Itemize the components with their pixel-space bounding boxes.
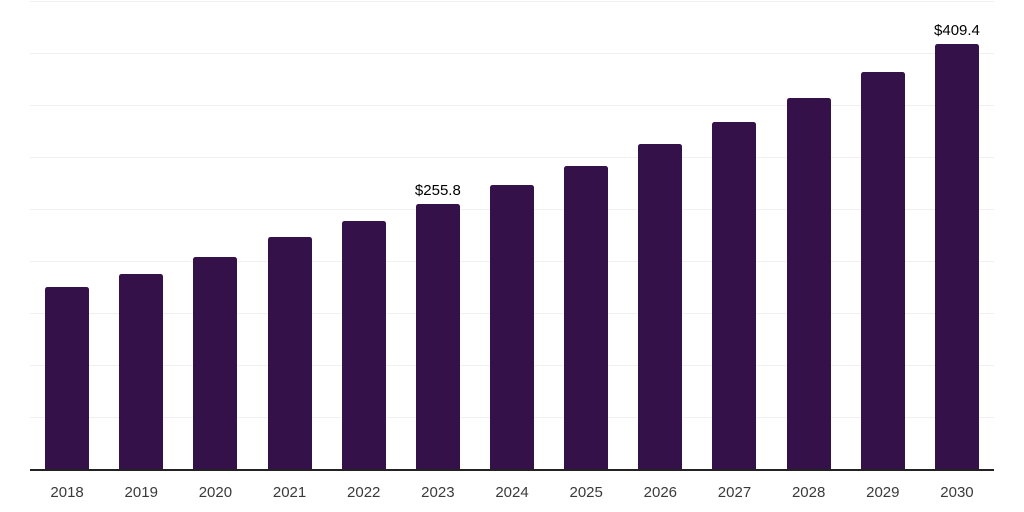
- bar-2025: [564, 165, 609, 470]
- x-axis-tick-label-2029: 2029: [866, 484, 900, 501]
- x-axis-tick-label-2026: 2026: [643, 484, 678, 501]
- gridline-400: [30, 53, 994, 54]
- plot-area: $255.8 $409.4: [30, 0, 994, 470]
- bar-slot-2021: [252, 0, 326, 470]
- bar-2024: [490, 185, 535, 470]
- x-axis-tick-label-2018: 2018: [50, 484, 84, 501]
- gridline-300: [30, 157, 994, 158]
- bar-2022: [341, 220, 386, 470]
- x-axis-tick-label-2021: 2021: [272, 484, 307, 501]
- x-axis-labels: 2018 2019 2020 2021 2022 2023 2024 2025 2026 2027…: [30, 470, 994, 512]
- bar-2027: [712, 121, 757, 470]
- x-axis-tick-label-2025: 2025: [569, 484, 603, 501]
- x-axis-tick-label-2023: 2023: [421, 484, 455, 501]
- gridline-350: [30, 105, 994, 106]
- gridline-450: [30, 1, 994, 2]
- bar-2023: $255.8: [415, 182, 461, 470]
- x-axis-tick-label-2022: 2022: [347, 484, 381, 501]
- x-axis-tick-label-2030: 2030: [940, 484, 974, 501]
- bar-2020: [193, 257, 238, 470]
- bar-slot-2026: [623, 0, 697, 470]
- bar-2021: [267, 236, 312, 470]
- x-axis-line: [30, 469, 994, 471]
- bar-2028: [786, 97, 831, 470]
- bar-slot-2025: [549, 0, 623, 470]
- x-axis-tick-label-2024: 2024: [495, 484, 529, 501]
- x-axis-tick-label-2019: 2019: [124, 484, 158, 501]
- bar-2026: [638, 144, 683, 470]
- bar-2018: [45, 286, 90, 470]
- x-axis-tick-label-2028: 2028: [791, 484, 826, 501]
- x-axis-tick-label-2027: 2027: [717, 484, 752, 501]
- bar-slot-2024: [475, 0, 549, 470]
- bar-slot-2029: [846, 0, 920, 470]
- bar-slot-2028: [772, 0, 846, 470]
- bar-slot-2019: [104, 0, 178, 470]
- bar-slot-2018: [30, 0, 104, 470]
- bar-value-label-2030: $409.4: [934, 22, 980, 40]
- bar-slot-2023: $255.8: [401, 0, 475, 470]
- x-axis-tick-label-2020: 2020: [198, 484, 233, 501]
- bar-slot-2027: [697, 0, 771, 470]
- bar-2019: [119, 274, 164, 470]
- bar-2030: $409.4: [934, 22, 980, 470]
- bar-slot-2022: [327, 0, 401, 470]
- bar-slot-2030: $409.4: [920, 0, 994, 470]
- bar-2029: [860, 71, 905, 470]
- bars-container: $255.8 $409.4: [30, 0, 994, 470]
- bar-slot-2020: [178, 0, 252, 470]
- bar-value-label-2023: $255.8: [414, 181, 461, 199]
